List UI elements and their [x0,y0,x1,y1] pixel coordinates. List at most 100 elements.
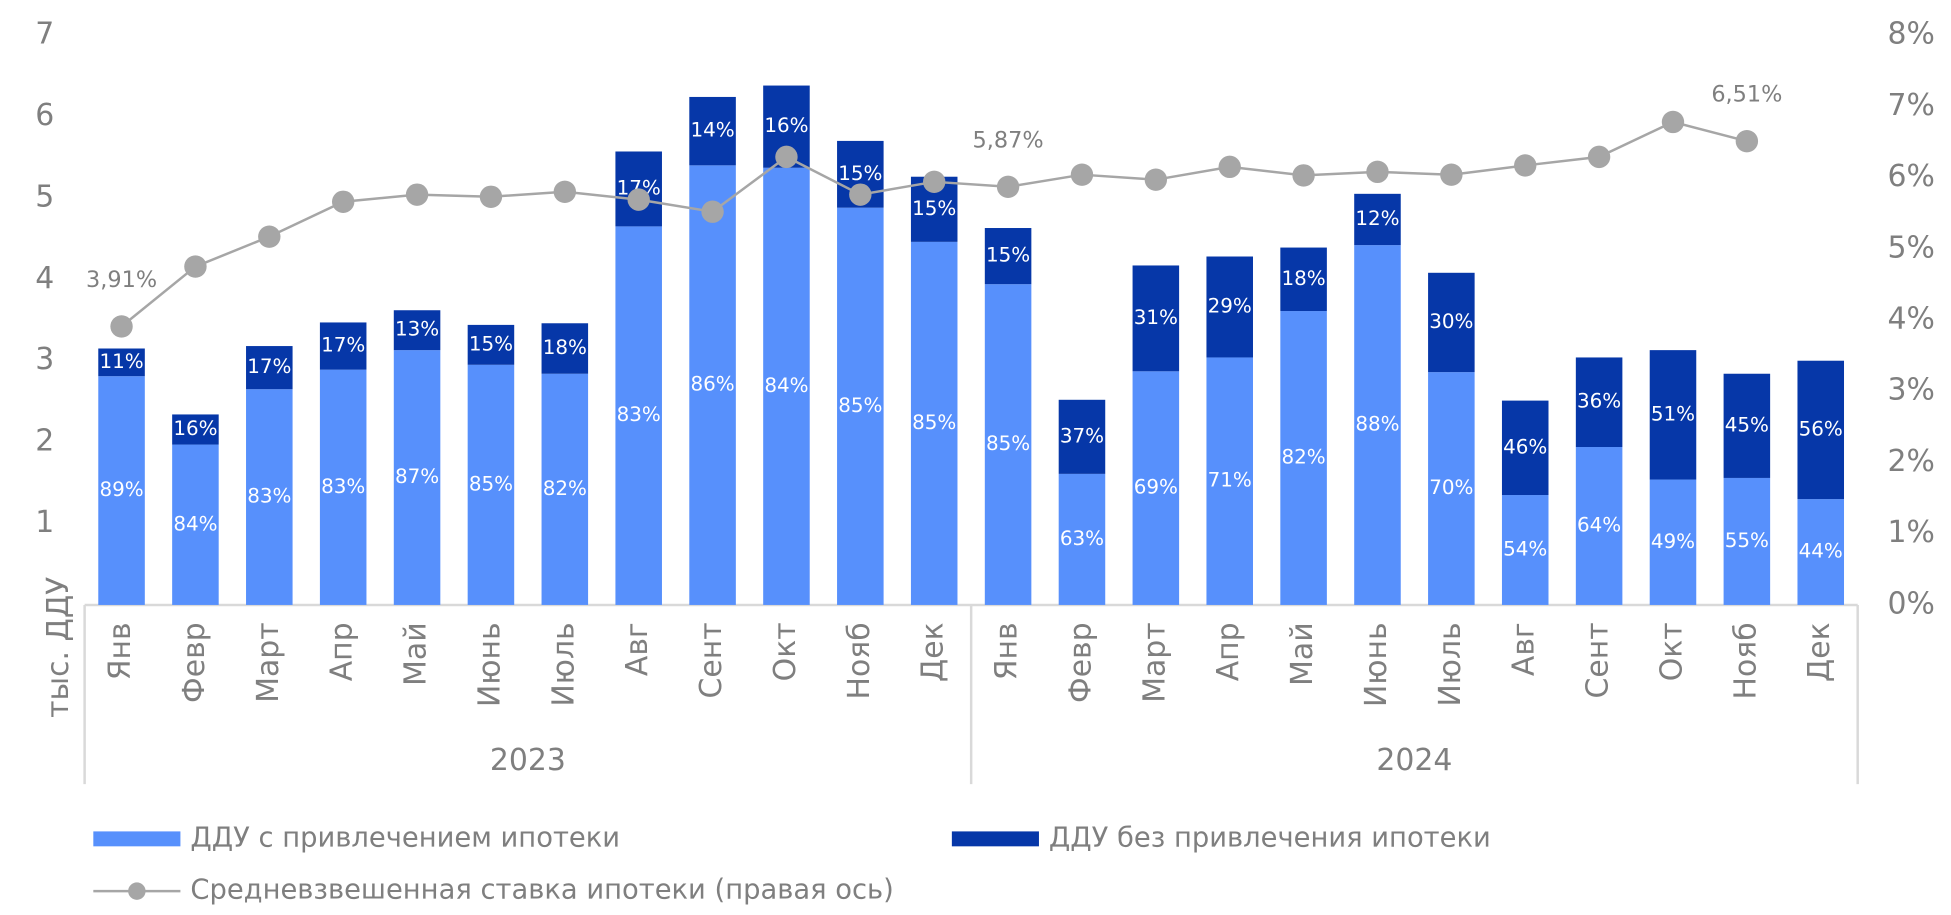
line-marker [1218,155,1241,179]
share-label: 63% [1060,527,1104,550]
bar-segment [467,324,515,365]
share-label: 82% [1281,445,1325,468]
x-tick-label: Янв [990,622,1025,680]
bar-segment [1649,350,1697,480]
bar-segment [1354,193,1401,246]
bar-segment [1428,272,1475,373]
y2-tick-label: 1% [1888,515,1935,550]
bar-segment [1058,399,1106,474]
share-label: 36% [1577,390,1621,413]
share-label: 29% [1208,294,1252,317]
share-label: 83% [247,485,291,508]
legend-swatch [93,831,181,847]
x-tick-label: Март [1137,622,1172,702]
x-tick-label: Окт [1654,622,1689,681]
legend-marker [128,882,146,900]
bar-segment [763,167,810,605]
line-marker [184,255,207,278]
bar-segment [1575,357,1623,448]
share-label: 54% [1503,537,1547,560]
bar-segment [393,310,441,351]
share-label: 82% [543,477,587,500]
share-label: 84% [173,512,217,535]
line-marker [1514,154,1537,177]
bar-segment [1797,499,1845,605]
bar-segment [246,346,293,390]
share-label: 17% [321,334,365,357]
bar-segment [319,322,367,370]
line-marker [1661,110,1685,134]
line-marker [1144,168,1168,191]
share-label: 15% [986,244,1030,267]
bar-segment [1280,311,1327,605]
legend-label: Средневзвешенная ставка ипотеки (правая … [190,875,894,906]
y2-tick-label: 7% [1888,88,1935,123]
bar-segment [984,228,1032,285]
y2-tick-label: 0% [1888,586,1935,621]
x-tick-label: Сент [1581,622,1616,698]
share-label: 17% [617,176,661,199]
line-marker [1366,160,1389,184]
share-label: 12% [1355,207,1399,230]
data-label: 6,51% [1711,82,1782,108]
share-label: 49% [1651,530,1695,553]
line-marker [701,200,724,223]
bar-segment [1501,400,1549,496]
bar-segment [837,207,884,605]
bar-segment [172,414,219,445]
share-label: 37% [1060,424,1104,447]
bar-segment [393,350,441,605]
share-label: 15% [469,332,513,355]
line-marker [1070,163,1094,186]
y-tick-label: 6 [35,98,54,133]
y-tick-label: 4 [35,261,54,296]
bar-segment [615,226,662,605]
line-marker [1440,163,1463,186]
x-tick-label: Июль [546,622,581,706]
bar-segment [1132,371,1180,605]
x-tick-label: Апр [1211,622,1246,681]
share-label: 89% [99,478,143,501]
data-label: 3,91% [86,267,157,293]
x-tick-label: Дек [916,622,951,682]
y-axis-label: тыс. ДДУ [41,577,76,718]
bar-segment [1649,479,1697,605]
x-tick-label: Март [251,622,286,702]
x-tick-label: Апр [325,622,360,681]
bar-segment [319,369,367,605]
share-label: 45% [1725,413,1769,436]
legend-label: ДДУ с привлечением ипотеки [190,822,620,853]
share-label: 44% [1799,540,1843,563]
share-label: 46% [1503,435,1547,458]
line-marker [996,175,1020,199]
x-tick-label: Май [1285,622,1320,685]
x-tick-label: Июнь [472,622,507,707]
line-marker [1587,145,1611,169]
share-label: 88% [1355,413,1399,436]
x-tick-label: Нояб [1728,622,1763,699]
share-label: 56% [1799,417,1843,440]
bar-segment [984,284,1032,605]
bar-segment [98,376,145,605]
share-label: 71% [1208,469,1252,492]
y2-tick-label: 4% [1888,302,1935,337]
bar-segment [1132,265,1180,372]
group-label: 2023 [490,743,566,778]
share-label: 84% [764,374,808,397]
share-label: 30% [1429,310,1473,333]
line-marker [1292,164,1315,187]
bar-segment [1575,447,1623,605]
y-tick-label: 2 [35,424,54,459]
x-tick-label: Дек [1802,622,1837,682]
line-marker [849,183,872,206]
x-tick-label: Окт [768,622,803,681]
line-marker [1735,130,1759,153]
line-marker [627,188,650,211]
bar-segment [1058,473,1106,605]
bar-segment [689,96,736,166]
y-tick-label: 1 [35,505,54,540]
y2-tick-label: 5% [1888,230,1935,265]
line-marker [775,145,798,169]
x-tick-label: Февр [177,622,212,703]
